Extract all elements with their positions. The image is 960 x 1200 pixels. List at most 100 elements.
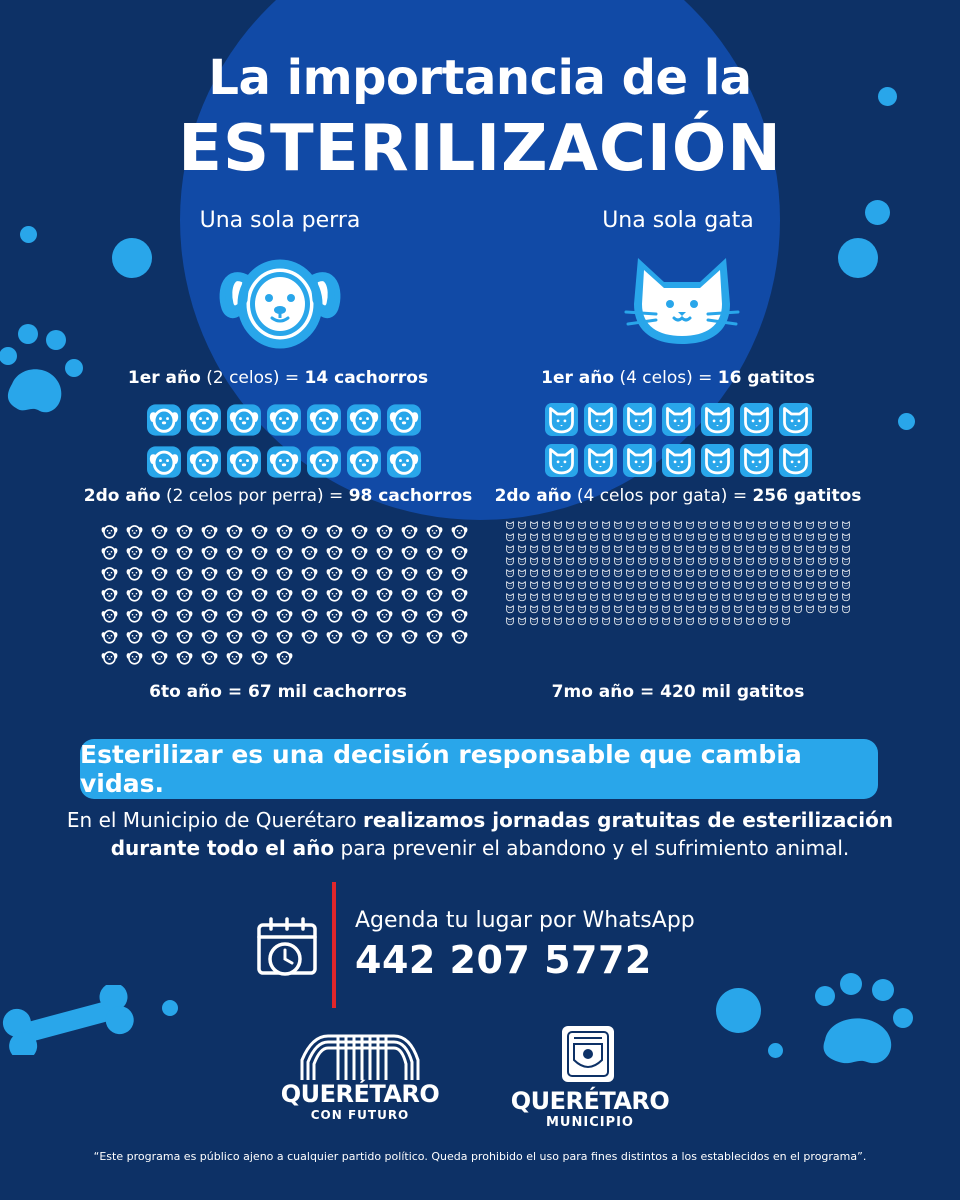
puppy-icon (450, 564, 469, 583)
kitten-icon (721, 604, 731, 614)
dog-year1-icon-grid (147, 403, 427, 479)
kitten-icon (793, 568, 803, 578)
puppy-icon (250, 648, 269, 667)
kitten-icon (721, 592, 731, 602)
kitten-icon (829, 604, 839, 614)
puppy-icon (450, 627, 469, 646)
kitten-icon (793, 532, 803, 542)
kitten-icon (757, 580, 767, 590)
kitten-icon (625, 580, 635, 590)
kitten-icon (817, 532, 827, 542)
puppy-icon (375, 564, 394, 583)
kitten-icon (721, 556, 731, 566)
puppy-icon (100, 648, 119, 667)
puppy-icon (307, 403, 341, 437)
cat-year2-stat: 2do año (4 celos por gata) = 256 gatitos (448, 486, 908, 506)
kitten-icon (637, 592, 647, 602)
kitten-icon (685, 616, 695, 626)
kitten-icon (577, 532, 587, 542)
puppy-icon (175, 606, 194, 625)
kitten-icon (553, 604, 563, 614)
kitten-icon (745, 604, 755, 614)
kitten-icon (757, 520, 767, 530)
kitten-icon (769, 556, 779, 566)
kitten-icon (649, 520, 659, 530)
kitten-icon (584, 444, 617, 477)
puppy-icon (275, 543, 294, 562)
puppy-icon (250, 627, 269, 646)
page-title-emphasis: ESTERILIZACIÓN (178, 112, 782, 186)
kitten-icon (709, 556, 719, 566)
kitten-icon (577, 580, 587, 590)
puppy-icon (275, 627, 294, 646)
decor-dot (898, 413, 915, 430)
puppy-icon (200, 522, 219, 541)
kitten-icon (733, 604, 743, 614)
decor-dot (20, 226, 37, 243)
kitten-icon (661, 544, 671, 554)
kitten-icon (779, 444, 812, 477)
bone-icon (2, 985, 134, 1055)
kitten-icon (841, 544, 851, 554)
kitten-icon (769, 520, 779, 530)
kitten-icon (697, 592, 707, 602)
kitten-icon (829, 580, 839, 590)
kitten-icon (529, 532, 539, 542)
kitten-icon (649, 568, 659, 578)
kitten-icon (841, 532, 851, 542)
kitten-icon (697, 556, 707, 566)
kitten-icon (805, 604, 815, 614)
puppy-icon (147, 403, 181, 437)
puppy-icon (200, 564, 219, 583)
kitten-icon (613, 580, 623, 590)
puppy-icon (150, 585, 169, 604)
kitten-icon (793, 580, 803, 590)
whatsapp-phone[interactable]: 442 207 5772 (355, 938, 652, 982)
puppy-icon (250, 606, 269, 625)
queretaro-con-futuro-logo-icon (300, 1034, 420, 1080)
kitten-icon (685, 556, 695, 566)
kitten-icon (565, 556, 575, 566)
puppy-icon (450, 543, 469, 562)
kitten-icon (709, 604, 719, 614)
puppy-icon (200, 627, 219, 646)
kitten-icon (817, 520, 827, 530)
kitten-icon (589, 520, 599, 530)
kitten-icon (781, 520, 791, 530)
puppy-icon (400, 543, 419, 562)
dog-year2-icon-grid (100, 522, 470, 667)
kitten-icon (505, 604, 515, 614)
kitten-icon (769, 544, 779, 554)
cat-year2-value: 256 gatitos (752, 486, 862, 506)
puppy-icon (100, 585, 119, 604)
kitten-icon (613, 544, 623, 554)
dog-year1-detail: (2 celos) = (206, 368, 300, 388)
kitten-icon (733, 580, 743, 590)
kitten-icon (505, 532, 515, 542)
puppy-icon (250, 543, 269, 562)
kitten-icon (553, 580, 563, 590)
kitten-icon (565, 580, 575, 590)
puppy-icon (125, 627, 144, 646)
kitten-icon (781, 532, 791, 542)
kitten-icon (589, 604, 599, 614)
kitten-icon (541, 532, 551, 542)
dog-column-label: Una sola perra (199, 208, 361, 233)
kitten-icon (673, 616, 683, 626)
kitten-icon (625, 544, 635, 554)
kitten-icon (745, 532, 755, 542)
kitten-icon (649, 604, 659, 614)
kitten-icon (601, 544, 611, 554)
kitten-icon (685, 544, 695, 554)
description-part4: para prevenir el abandono y el sufrimien… (340, 836, 850, 860)
puppy-icon (125, 543, 144, 562)
kitten-icon (817, 568, 827, 578)
kitten-icon (601, 616, 611, 626)
kitten-icon (625, 520, 635, 530)
kitten-icon (733, 532, 743, 542)
kitten-icon (649, 532, 659, 542)
kitten-icon (529, 616, 539, 626)
kitten-icon (805, 544, 815, 554)
puppy-icon (125, 648, 144, 667)
kitten-icon (781, 580, 791, 590)
